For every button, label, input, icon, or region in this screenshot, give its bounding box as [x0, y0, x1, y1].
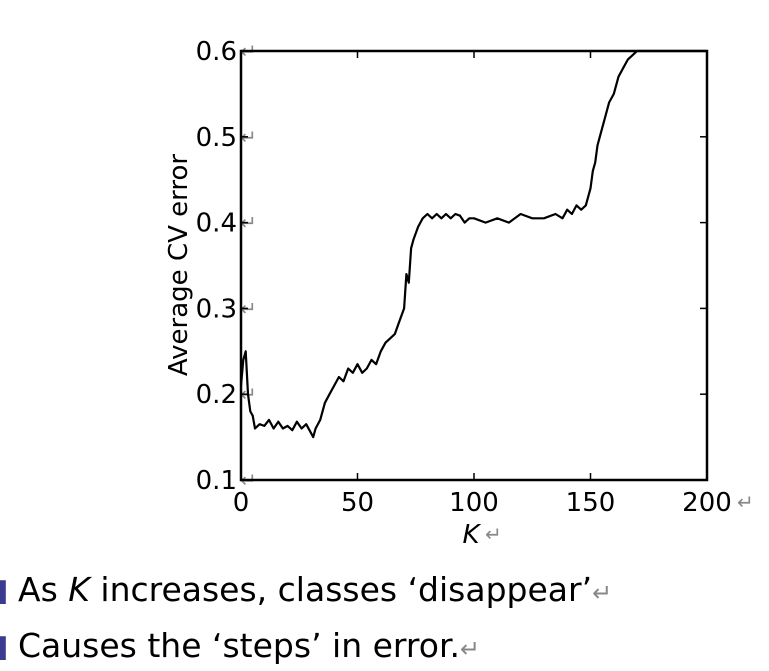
bullet-2-pre: Causes the ‘steps’ in error.: [18, 626, 460, 665]
y-tick-label: 0.5: [196, 123, 237, 153]
y-tick-label: 0.6: [196, 37, 237, 67]
y-tick-label: 0.2: [196, 380, 237, 410]
x-tick-label: 50: [341, 488, 374, 518]
cv-error-chart: 0.1 ↵0.2 ↵0.3 ↵0.4 ↵0.5 ↵0.6 ↵ 0 50 100 150 200 ↵ A…: [164, 37, 754, 550]
x-tick-label: 200: [682, 488, 732, 518]
y-tick-label: 0.3: [196, 294, 237, 324]
y-tick-label: 0.1: [196, 466, 237, 496]
bullet-1-post: increases, classes ‘disappear’: [89, 570, 593, 609]
y-tick-label: 0.4: [196, 209, 237, 239]
x-axis-label: K ↵: [462, 520, 501, 550]
y-axis-label: Average CV error: [164, 154, 194, 376]
bullet-2-return-mark: ↵: [459, 635, 481, 663]
y-tick-return-mark: ↵: [240, 211, 257, 235]
y-tick-return-mark: ↵: [240, 296, 257, 320]
x-tick-return-mark: ↵: [737, 490, 754, 514]
bullet-marker: ▍: [0, 635, 16, 660]
x-tick-labels: 0 50 100 150 200 ↵: [233, 488, 754, 518]
plot-frame: [239, 49, 709, 482]
bullet-1: ▍As K increases, classes ‘disappear’↵: [0, 570, 612, 609]
series-line-cv-error: [239, 49, 707, 439]
bullet-2: ▍Causes the ‘steps’ in error.↵: [0, 626, 480, 665]
bullet-marker: ▍: [0, 579, 16, 604]
y-tick-return-mark: ↵: [240, 125, 257, 149]
bullet-1-pre: As: [18, 570, 69, 609]
x-tick-label: 100: [449, 488, 499, 518]
x-axis-label-return-mark: ↵: [485, 522, 502, 546]
bullet-1-return-mark: ↵: [592, 579, 613, 607]
axis-ticks: [240, 50, 708, 481]
bullet-1-em: K: [68, 570, 90, 609]
x-tick-label: 0: [233, 488, 250, 518]
x-axis-label-text: K: [462, 520, 481, 550]
x-tick-label: 150: [566, 488, 616, 518]
y-tick-labels: 0.1 ↵0.2 ↵0.3 ↵0.4 ↵0.5 ↵0.6 ↵: [196, 37, 257, 496]
